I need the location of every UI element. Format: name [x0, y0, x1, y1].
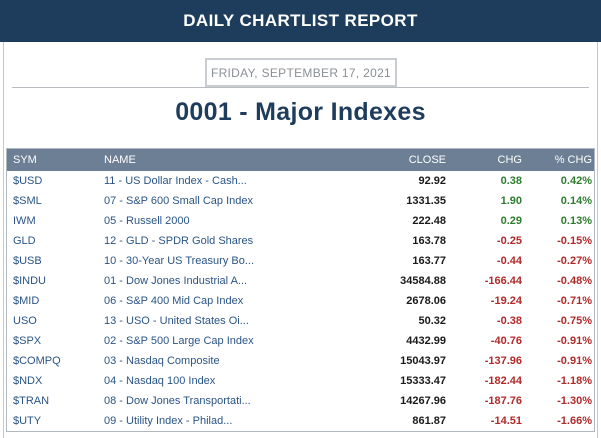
pct-change-value: -0.71% — [557, 295, 592, 307]
index-name-link[interactable]: 12 - GLD - SPDR Gold Shares — [104, 235, 254, 247]
index-name-link[interactable]: 13 - USO - United States Oi... — [104, 315, 249, 327]
table-row[interactable]: $NDX 04 - Nasdaq 100 Index 15333.47 -182.44… — [7, 371, 594, 391]
report-title: 0001 - Major Indexes — [175, 98, 426, 126]
symbol-link[interactable]: $NDX — [13, 375, 43, 387]
change-value: -187.76 — [484, 395, 522, 407]
column-header-close[interactable]: CLOSE — [408, 154, 446, 166]
symbol-link[interactable]: $SML — [13, 195, 42, 207]
symbol-link[interactable]: $USB — [13, 255, 42, 267]
pct-change-value: -0.27% — [557, 255, 592, 267]
change-value: -182.44 — [484, 375, 522, 387]
index-name-link[interactable]: 04 - Nasdaq 100 Index — [104, 375, 216, 387]
close-value: 163.77 — [412, 255, 446, 267]
indexes-table: SYM NAME CLOSE CHG % CHG $USD 11 - US Dol… — [6, 148, 595, 432]
close-value: 14267.96 — [400, 395, 446, 407]
symbol-link[interactable]: GLD — [13, 235, 36, 247]
change-value: -137.96 — [484, 355, 522, 367]
change-value: -19.24 — [490, 295, 522, 307]
close-value: 92.92 — [418, 175, 446, 187]
close-value: 2678.06 — [406, 295, 446, 307]
table-row[interactable]: USO 13 - USO - United States Oi... 50.32 -0… — [7, 311, 594, 331]
close-value: 50.32 — [418, 315, 446, 327]
symbol-link[interactable]: $SPX — [13, 335, 42, 347]
close-value: 163.78 — [412, 235, 446, 247]
table-row[interactable]: $USB 10 - 30-Year US Treasury Bo... 163.77… — [7, 251, 594, 271]
pct-change-value: 0.13% — [560, 215, 592, 227]
pct-change-value: -0.91% — [557, 355, 592, 367]
column-header-pct-chg[interactable]: % CHG — [554, 154, 592, 166]
table-row[interactable]: $MID 06 - S&P 400 Mid Cap Index 2678.06 -19… — [7, 291, 594, 311]
report-date: FRIDAY, SEPTEMBER 17, 2021 — [205, 58, 397, 87]
symbol-link[interactable]: IWM — [13, 215, 36, 227]
pct-change-value: -1.30% — [557, 395, 592, 407]
index-name-link[interactable]: 07 - S&P 600 Small Cap Index — [104, 195, 253, 207]
pct-change-value: -0.91% — [557, 335, 592, 347]
pct-change-value: -1.66% — [557, 415, 592, 427]
table-body: $USD 11 - US Dollar Index - Cash... 92.92 0… — [7, 171, 594, 431]
table-row[interactable]: $SPX 02 - S&P 500 Large Cap Index 4432.99 -… — [7, 331, 594, 351]
symbol-link[interactable]: $MID — [13, 295, 40, 307]
table-row[interactable]: $UTY 09 - Utility Index - Philad... 861.87… — [7, 411, 594, 431]
close-value: 1331.35 — [406, 195, 446, 207]
pct-change-value: -0.15% — [557, 235, 592, 247]
column-header-sym[interactable]: SYM — [13, 154, 37, 166]
pct-change-value: 0.42% — [560, 175, 592, 187]
change-value: -0.44 — [496, 255, 522, 267]
index-name-link[interactable]: 10 - 30-Year US Treasury Bo... — [104, 255, 254, 267]
close-value: 861.87 — [412, 415, 446, 427]
close-value: 15333.47 — [400, 375, 446, 387]
change-value: 0.29 — [500, 215, 522, 227]
change-value: -0.25 — [496, 235, 522, 247]
index-name-link[interactable]: 06 - S&P 400 Mid Cap Index — [104, 295, 244, 307]
symbol-link[interactable]: $UTY — [13, 415, 42, 427]
table-row[interactable]: $TRAN 08 - Dow Jones Transportati... 14267… — [7, 391, 594, 411]
change-value: -0.38 — [496, 315, 522, 327]
table-row[interactable]: $USD 11 - US Dollar Index - Cash... 92.92 0… — [7, 171, 594, 191]
header-title: DAILY CHARTLIST REPORT — [183, 11, 418, 30]
symbol-link[interactable]: $INDU — [13, 275, 47, 287]
table-row[interactable]: IWM 05 - Russell 2000 222.48 0.29 0.13% — [7, 211, 594, 231]
index-name-link[interactable]: 05 - Russell 2000 — [104, 215, 190, 227]
table-row[interactable]: $INDU 01 - Dow Jones Industrial A... 34584… — [7, 271, 594, 291]
pct-change-value: 0.14% — [560, 195, 592, 207]
symbol-link[interactable]: $TRAN — [13, 395, 50, 407]
pct-change-value: -0.48% — [557, 275, 592, 287]
table-row[interactable]: $SML 07 - S&P 600 Small Cap Index 1331.35 1… — [7, 191, 594, 211]
table-header-row: SYM NAME CLOSE CHG % CHG — [7, 149, 594, 171]
close-value: 34584.88 — [400, 275, 446, 287]
close-value: 4432.99 — [406, 335, 446, 347]
close-value: 222.48 — [412, 215, 446, 227]
pct-change-value: -0.75% — [557, 315, 592, 327]
change-value: 0.38 — [500, 175, 522, 187]
index-name-link[interactable]: 08 - Dow Jones Transportati... — [104, 395, 251, 407]
index-name-link[interactable]: 11 - US Dollar Index - Cash... — [104, 175, 247, 187]
pct-change-value: -1.18% — [557, 375, 592, 387]
table-row[interactable]: GLD 12 - GLD - SPDR Gold Shares 163.78 -0.2… — [7, 231, 594, 251]
table-row[interactable]: $COMPQ 03 - Nasdaq Composite 15043.97 -137.… — [7, 351, 594, 371]
index-name-link[interactable]: 09 - Utility Index - Philad... — [104, 415, 233, 427]
date-divider — [12, 87, 589, 88]
symbol-link[interactable]: USO — [13, 315, 37, 327]
column-header-chg[interactable]: CHG — [497, 154, 522, 166]
change-value: -166.44 — [484, 275, 522, 287]
index-name-link[interactable]: 01 - Dow Jones Industrial A... — [104, 275, 248, 287]
symbol-link[interactable]: $USD — [13, 175, 43, 187]
change-value: -14.51 — [490, 415, 522, 427]
close-value: 15043.97 — [400, 355, 446, 367]
report-header-bar: DAILY CHARTLIST REPORT — [0, 0, 601, 42]
symbol-link[interactable]: $COMPQ — [13, 355, 61, 367]
change-value: -40.76 — [490, 335, 522, 347]
column-header-name[interactable]: NAME — [104, 154, 136, 166]
change-value: 1.90 — [500, 195, 522, 207]
index-name-link[interactable]: 02 - S&P 500 Large Cap Index — [104, 335, 254, 347]
index-name-link[interactable]: 03 - Nasdaq Composite — [104, 355, 220, 367]
